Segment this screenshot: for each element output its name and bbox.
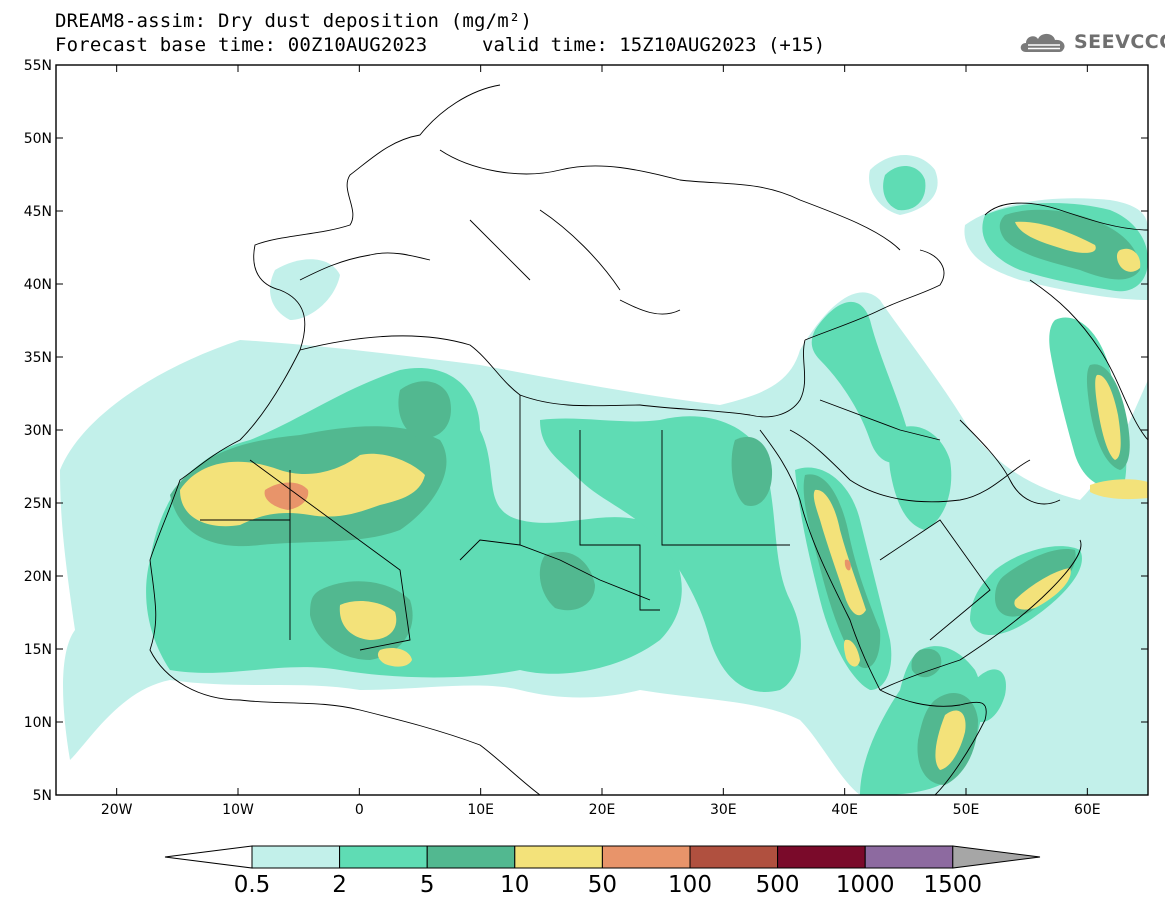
colorbar-over-triangle bbox=[952, 845, 1041, 869]
colorbar-label: 100 bbox=[668, 872, 712, 898]
forecast-base-time: Forecast base time: 00Z10AUG2023 bbox=[55, 34, 428, 56]
lat-tick-label: 55N bbox=[24, 58, 52, 74]
colorbar-cell bbox=[514, 845, 603, 869]
colorbar-cell bbox=[251, 845, 341, 869]
lon-tick-label: 60E bbox=[1074, 802, 1101, 818]
lon-tick-label: 40E bbox=[831, 802, 858, 818]
colorbar-cell bbox=[777, 845, 866, 869]
colorbar-label: 1000 bbox=[836, 872, 895, 898]
colorbar-label: 10 bbox=[500, 872, 529, 898]
seevccc-logo: SEEVCCC bbox=[1018, 28, 1165, 56]
lon-tick-label: 10W bbox=[222, 802, 254, 818]
colorbar-cell bbox=[339, 845, 428, 869]
lat-tick-label: 45N bbox=[24, 204, 52, 220]
valid-time: valid time: 15Z10AUG2023 (+15) bbox=[482, 34, 826, 56]
colorbar-cell bbox=[689, 845, 779, 869]
colorbar-under-triangle bbox=[164, 845, 253, 869]
lon-tick-label: 20W bbox=[101, 802, 133, 818]
lon-tick-label: 0 bbox=[355, 802, 364, 818]
lat-tick-label: 35N bbox=[24, 350, 52, 366]
colorbar-label: 1500 bbox=[924, 872, 983, 898]
colorbar-label: 50 bbox=[588, 872, 617, 898]
lon-tick-label: 20E bbox=[589, 802, 616, 818]
lon-tick-label: 10E bbox=[467, 802, 494, 818]
lat-tick-label: 50N bbox=[24, 131, 52, 147]
colorbar-cell bbox=[601, 845, 691, 869]
map-title: DREAM8-assim: Dry dust deposition (mg/m²… bbox=[55, 10, 533, 32]
colorbar-cell bbox=[426, 845, 516, 869]
map-panel: 5N 10N 15N 20N 25N 30N 35N 40N 45N 50N 55N 20W 10W 0… bbox=[24, 58, 1149, 818]
lon-tick-label: 30E bbox=[710, 802, 737, 818]
lat-tick-label: 30N bbox=[24, 423, 52, 439]
logo-text: SEEVCCC bbox=[1074, 31, 1165, 53]
lat-tick-label: 40N bbox=[24, 277, 52, 293]
colorbar-label: 0.5 bbox=[234, 872, 271, 898]
lat-tick-label: 20N bbox=[24, 569, 52, 585]
colorbar-label: 2 bbox=[332, 872, 347, 898]
lon-tick-label: 50E bbox=[953, 802, 980, 818]
coastlines bbox=[149, 84, 1148, 795]
lat-tick-label: 10N bbox=[24, 715, 52, 731]
lat-tick-label: 25N bbox=[24, 496, 52, 512]
level-50 bbox=[264, 482, 851, 571]
lon-axis: 20W 10W 0 10E 20E 30E 40E 50E 60E bbox=[101, 65, 1101, 818]
lat-axis: 5N 10N 15N 20N 25N 30N 35N 40N 45N 50N 55N bbox=[24, 58, 1148, 804]
colorbar-label: 5 bbox=[420, 872, 435, 898]
colorbar-label: 500 bbox=[756, 872, 800, 898]
lat-tick-label: 15N bbox=[24, 642, 52, 658]
colorbar-cell bbox=[864, 845, 954, 869]
lat-tick-label: 5N bbox=[33, 788, 52, 804]
cloud-icon bbox=[1020, 33, 1065, 52]
dust-field bbox=[60, 155, 1148, 795]
